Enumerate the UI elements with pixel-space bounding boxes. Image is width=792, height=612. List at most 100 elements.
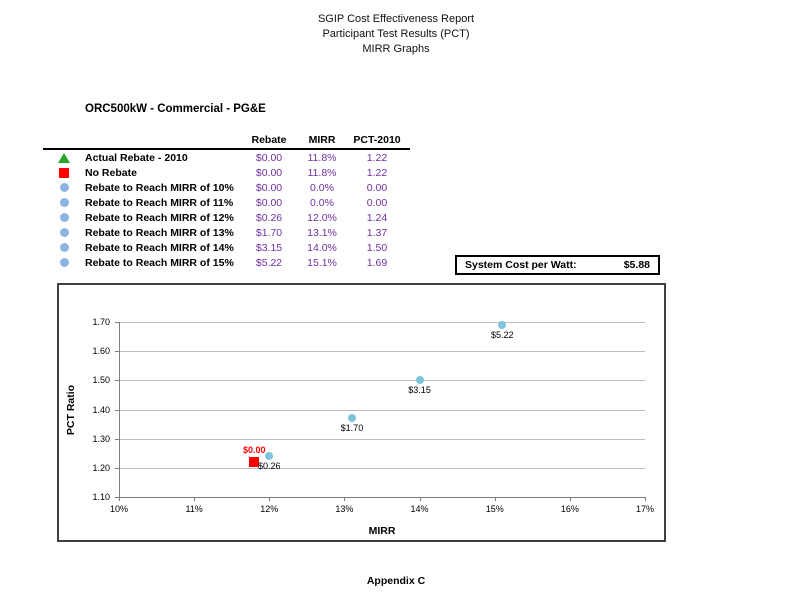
x-axis-line [119,497,645,498]
gridline [119,322,645,323]
row-rebate-value: $3.15 [255,241,283,254]
row-rebate-value: $1.70 [255,226,283,239]
gridline [119,409,645,411]
row-rebate-value: $5.22 [255,256,283,269]
system-cost-value: $5.88 [623,259,650,271]
row-pct-value: 0.00 [366,196,388,209]
x-tick-mark [269,497,271,501]
x-tick-label: 12% [260,504,279,514]
row-rebate-value: $0.00 [255,181,283,194]
row-mirr-value: 15.1% [307,256,337,269]
row-pct-value: 1.24 [366,211,388,224]
square-marker-icon [59,167,69,178]
row-mirr-value: 0.0% [310,196,334,209]
section-title: ORC500kW - Commercial - PG&E [85,103,266,115]
table-row: Rebate to Reach MIRR of 13% $1.70 13.1% 1.3… [43,225,410,240]
triangle-marker-icon [58,152,70,163]
table-row: Rebate to Reach MIRR of 10% $0.00 0.0% 0.00 [43,180,410,195]
rebate-mirr-point [498,320,507,329]
x-tick-label: 16% [560,504,579,514]
y-tick-label: 1.30 [92,433,110,444]
gridline [119,438,645,440]
table-row: Rebate to Reach MIRR of 12% $0.26 12.0% 1.2… [43,210,410,225]
page-footer: Appendix C [366,575,426,587]
row-label: Rebate to Reach MIRR of 12% [85,211,234,224]
rebate-mirr-point-label: $5.22 [490,329,514,340]
x-tick-label: 14% [410,504,429,514]
circle-marker-icon [59,198,69,207]
y-tick-mark [115,351,119,353]
x-tick-label: 15% [485,504,504,514]
no-rebate-point [249,457,260,467]
circle-marker-icon [59,183,69,192]
report-title-line3: MIRR Graphs [362,43,430,55]
y-tick-mark [115,467,119,469]
row-label: Rebate to Reach MIRR of 13% [85,226,234,239]
row-pct-value: 0.00 [366,181,388,194]
gridline [119,467,645,469]
row-mirr-value: 13.1% [307,226,337,239]
rebate-mirr-point-label: $1.70 [340,423,364,434]
y-tick-mark [115,409,119,411]
x-tick-mark [194,497,196,501]
y-tick-label: 1.10 [92,492,110,502]
x-tick-mark [569,497,571,501]
row-label: No Rebate [85,166,137,179]
system-cost-box: System Cost per Watt: $5.88 [455,255,660,275]
circle-marker-icon [59,213,69,222]
table-row: No Rebate $0.00 11.8% 1.22 [43,165,410,180]
legend-table: Rebate MIRR PCT-2010 Actual Rebate - 201… [43,132,410,270]
circle-marker-icon [59,258,69,267]
circle-marker-icon [59,243,69,252]
y-tick-label: 1.20 [92,462,110,473]
gridline [119,351,645,353]
rebate-mirr-point [347,414,356,423]
row-pct-value: 1.22 [366,151,388,164]
y-tick-label: 1.50 [92,375,110,386]
row-rebate-value: $0.00 [255,196,283,209]
report-title: SGIP Cost Effectiveness Report Participa… [0,12,792,57]
x-tick-mark [494,497,496,501]
row-mirr-value: 0.0% [310,181,334,194]
row-label: Rebate to Reach MIRR of 10% [85,181,234,194]
gridline [119,380,645,382]
y-tick-mark [115,497,119,498]
y-tick-label: 1.40 [92,404,110,415]
legend-table-header: Rebate MIRR PCT-2010 [43,132,410,150]
header-mirr: MIRR [308,134,336,146]
y-tick-mark [115,380,119,382]
row-label: Rebate to Reach MIRR of 11% [85,196,234,209]
row-mirr-value: 12.0% [307,211,337,224]
x-tick-mark [645,497,646,501]
x-tick-mark [344,497,346,501]
row-pct-value: 1.22 [366,166,388,179]
x-tick-mark [419,497,421,501]
row-mirr-value: 11.8% [307,166,337,179]
no-rebate-point-label: $0.00 [242,445,266,455]
x-tick-label: 13% [335,504,354,514]
table-row: Rebate to Reach MIRR of 15% $5.22 15.1% 1.6… [43,255,410,270]
table-row: Rebate to Reach MIRR of 14% $3.15 14.0% 1.5… [43,240,410,255]
y-tick-mark [115,438,119,440]
rebate-mirr-point-label: $0.26 [258,461,281,472]
legend-table-body: Actual Rebate - 2010 $0.00 11.8% 1.22 No Reb… [43,150,410,270]
row-mirr-value: 11.8% [307,151,337,164]
row-label: Rebate to Reach MIRR of 14% [85,241,234,254]
y-tick-label: 1.70 [92,317,110,327]
y-axis-line [119,322,120,497]
row-label: Actual Rebate - 2010 [85,151,188,164]
row-pct-value: 1.50 [366,241,388,254]
y-tick-label: 1.60 [92,346,110,357]
x-tick-label: 11% [185,504,203,514]
y-tick-mark [115,322,119,323]
x-tick-mark [119,497,120,501]
x-axis-title: MIRR [368,525,396,537]
row-rebate-value: $0.26 [255,211,283,224]
circle-marker-icon [59,228,69,237]
header-rebate: Rebate [251,134,287,146]
row-label: Rebate to Reach MIRR of 15% [85,256,234,269]
system-cost-label: System Cost per Watt: [465,259,577,271]
table-row: Actual Rebate - 2010 $0.00 11.8% 1.22 [43,150,410,165]
rebate-mirr-point [265,452,274,461]
